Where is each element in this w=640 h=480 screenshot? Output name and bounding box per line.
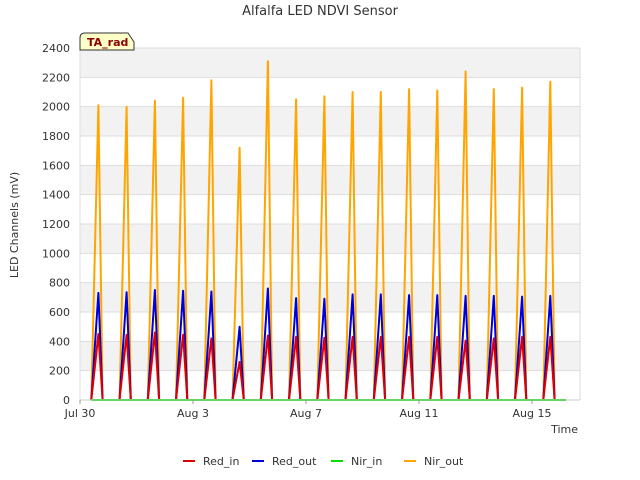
legend-label-red-out: Red_out — [272, 455, 317, 468]
y-tick-1200: 1200 — [42, 218, 70, 231]
x-tick-4: Aug 15 — [512, 407, 551, 420]
y-axis-label: LED Channels (mV) — [8, 172, 21, 278]
y-tick-1400: 1400 — [42, 189, 70, 202]
x-tick-0: Jul 30 — [64, 407, 96, 420]
y-tick-200: 200 — [49, 365, 70, 378]
y-tick-1000: 1000 — [42, 247, 70, 260]
band-1800 — [80, 106, 580, 136]
legend-label-nir-out: Nir_out — [424, 455, 464, 468]
y-tick-800: 800 — [49, 277, 70, 290]
y-tick-1800: 1800 — [42, 130, 70, 143]
y-tick-2200: 2200 — [42, 71, 70, 84]
chart-title: Alfalfa LED NDVI Sensor — [242, 4, 399, 19]
band-1000 — [80, 224, 580, 254]
y-tick-0: 0 — [63, 394, 70, 407]
y-tick-400: 400 — [49, 335, 70, 348]
legend-label-red-in: Red_in — [203, 455, 239, 468]
legend: Red_in Red_out Nir_in Nir_out — [183, 455, 464, 468]
x-tick-labels: Jul 30 Aug 3 Aug 7 Aug 11 Aug 15 — [64, 400, 551, 420]
band-1400 — [80, 165, 580, 195]
x-tick-3: Aug 11 — [399, 407, 438, 420]
x-tick-2: Aug 7 — [290, 407, 322, 420]
band-2200 — [80, 48, 580, 78]
ta-rad-badge: TA_rad — [79, 32, 135, 51]
y-tick-2400: 2400 — [42, 42, 70, 55]
badge-text: TA_rad — [87, 36, 128, 49]
y-tick-1600: 1600 — [42, 159, 70, 172]
y-tick-600: 600 — [49, 306, 70, 319]
x-axis-label: Time — [550, 423, 578, 436]
y-tick-labels: 0 200 400 600 800 1000 1200 1400 1600 1800 2000 220… — [42, 42, 70, 407]
plot-background-bands — [80, 48, 580, 371]
y-tick-2000: 2000 — [42, 101, 70, 114]
badge-box — [79, 32, 135, 51]
x-tick-1: Aug 3 — [177, 407, 209, 420]
legend-label-nir-in: Nir_in — [351, 455, 382, 468]
